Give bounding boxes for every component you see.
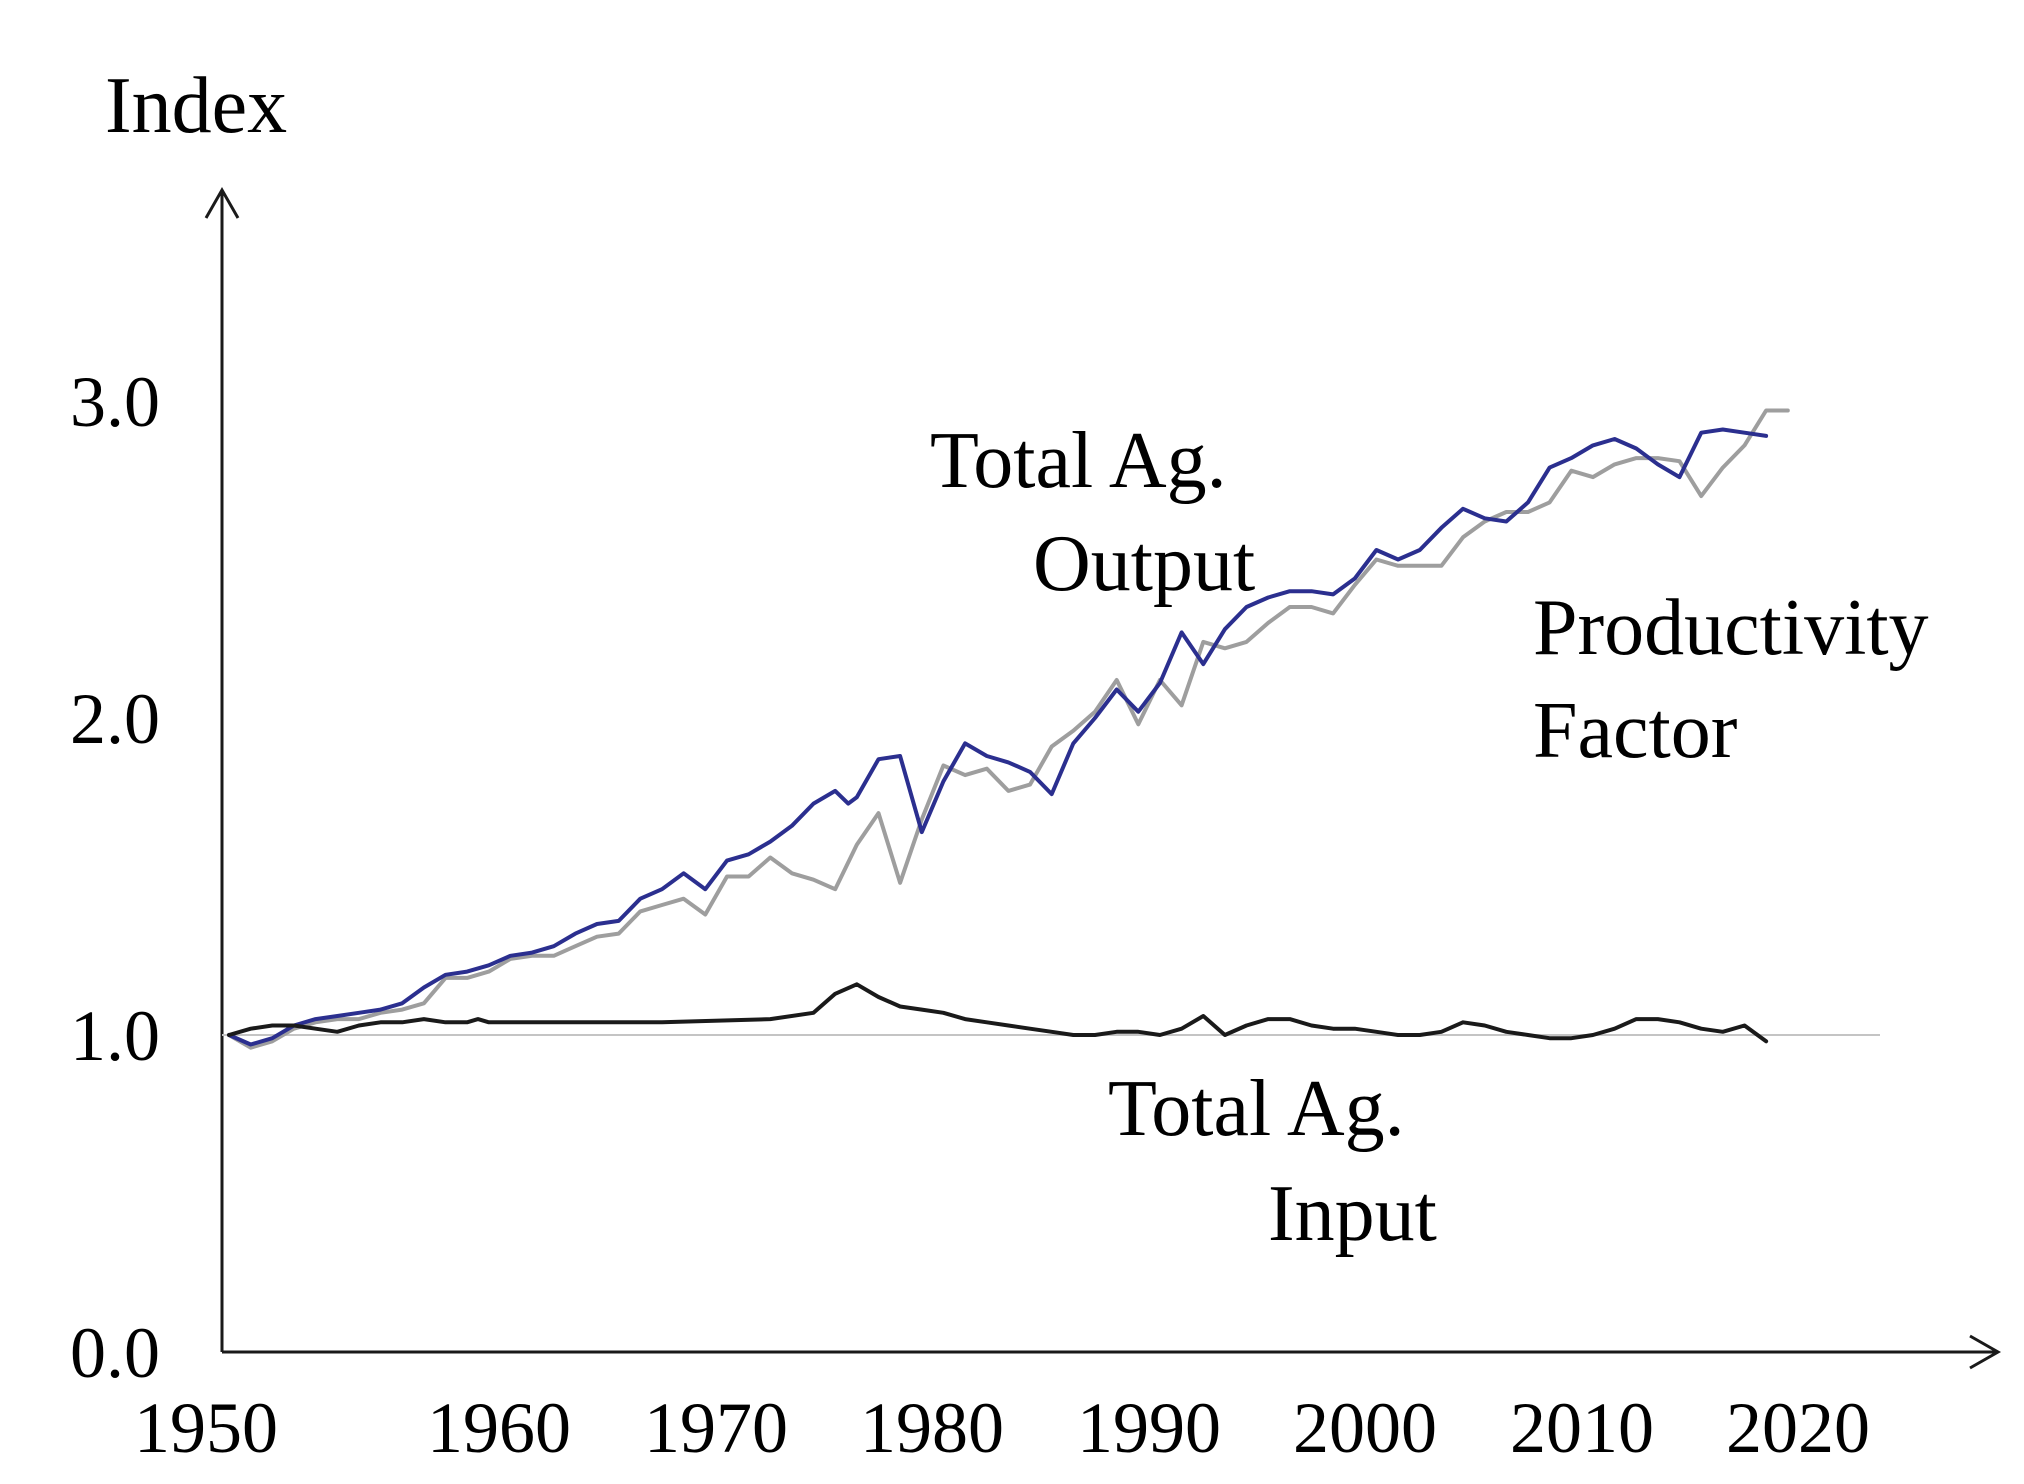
annotation-productivity: Productivity Factor — [1533, 584, 1929, 775]
x-axis — [222, 1334, 2002, 1370]
x-tick-label: 1960 — [427, 1388, 571, 1468]
y-tick-labels: 0.0 1.0 2.0 3.0 — [70, 362, 160, 1393]
x-tick-label: 2010 — [1510, 1388, 1654, 1468]
x-tick-label: 1970 — [644, 1388, 788, 1468]
annotation-input: Total Ag. Input — [1108, 1065, 1437, 1258]
x-tick-label: 1950 — [134, 1388, 278, 1468]
x-tick-label: 2020 — [1726, 1388, 1870, 1468]
series-line-productivity-factor — [227, 408, 1790, 1050]
y-axis-arrow-icon — [204, 186, 240, 219]
series-line-total-ag-input — [227, 982, 1769, 1044]
series-line-total-ag-output — [227, 427, 1769, 1047]
x-tick-label: 1990 — [1077, 1388, 1221, 1468]
x-tick-label: 1980 — [860, 1388, 1004, 1468]
annotation-line: Total Ag. — [1108, 1065, 1405, 1153]
annotation-line: Factor — [1533, 687, 1737, 775]
y-axis-title: Index — [105, 62, 287, 150]
x-tick-label: 2000 — [1293, 1388, 1437, 1468]
annotation-line: Output — [1033, 520, 1255, 608]
annotation-line: Input — [1268, 1170, 1437, 1258]
y-tick-label: 2.0 — [70, 679, 160, 759]
annotation-line: Productivity — [1533, 584, 1929, 672]
y-tick-label: 1.0 — [70, 996, 160, 1076]
annotation-line: Total Ag. — [930, 417, 1227, 505]
x-tick-labels: 1950 1960 1970 1980 1990 2000 2010 2020 — [134, 1388, 1870, 1468]
y-tick-label: 0.0 — [70, 1313, 160, 1393]
series-layer — [227, 408, 1790, 1050]
y-tick-label: 3.0 — [70, 362, 160, 442]
y-axis — [204, 186, 240, 1352]
annotation-output: Total Ag. Output — [930, 417, 1255, 608]
x-axis-arrow-icon — [1969, 1334, 2002, 1370]
